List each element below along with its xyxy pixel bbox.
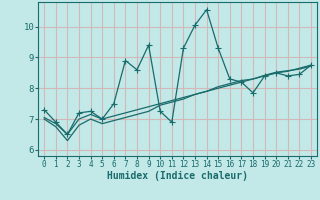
X-axis label: Humidex (Indice chaleur): Humidex (Indice chaleur) <box>107 171 248 181</box>
